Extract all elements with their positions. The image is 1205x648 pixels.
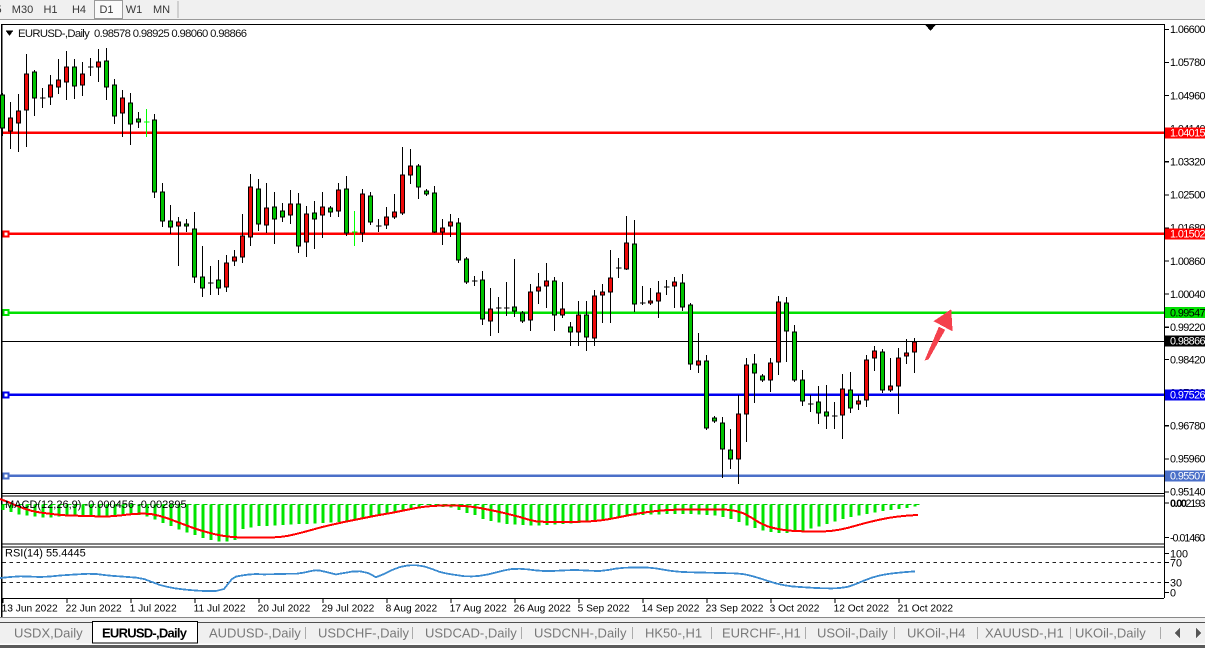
svg-text:23 Sep 2022: 23 Sep 2022 bbox=[706, 604, 764, 615]
svg-text:17 Aug 2022: 17 Aug 2022 bbox=[450, 604, 508, 615]
svg-text:100: 100 bbox=[1170, 549, 1188, 561]
svg-text:1.04015: 1.04015 bbox=[1170, 128, 1205, 140]
svg-text:1.04960: 1.04960 bbox=[1170, 90, 1205, 102]
svg-text:0.95507: 0.95507 bbox=[1170, 471, 1205, 483]
svg-text:0.98420: 0.98420 bbox=[1170, 354, 1205, 366]
svg-text:0.96780: 0.96780 bbox=[1170, 421, 1205, 433]
svg-text:1.01502: 1.01502 bbox=[1170, 229, 1205, 241]
svg-text:21 Oct 2022: 21 Oct 2022 bbox=[898, 604, 954, 615]
svg-text:70: 70 bbox=[1170, 558, 1182, 570]
svg-text:12 Oct 2022: 12 Oct 2022 bbox=[834, 604, 890, 615]
svg-text:1.06600: 1.06600 bbox=[1170, 24, 1205, 36]
svg-text:USDCHF-,Daily: USDCHF-,Daily bbox=[318, 626, 410, 641]
svg-text:USDCAD-,Daily: USDCAD-,Daily bbox=[425, 626, 517, 641]
svg-text:0.99547: 0.99547 bbox=[1170, 308, 1205, 320]
svg-text:D1: D1 bbox=[99, 4, 113, 16]
svg-text:RSI(14) 55.4445: RSI(14) 55.4445 bbox=[5, 548, 86, 560]
svg-text:AUDUSD-,Daily: AUDUSD-,Daily bbox=[209, 626, 301, 641]
svg-text:USDX,Daily: USDX,Daily bbox=[14, 626, 83, 641]
svg-text:1.05780: 1.05780 bbox=[1170, 57, 1205, 69]
svg-text:M30: M30 bbox=[12, 4, 33, 16]
svg-text:0.002193: 0.002193 bbox=[1170, 498, 1205, 510]
svg-text:UKOil-,H4: UKOil-,H4 bbox=[907, 626, 966, 641]
svg-text:MACD(12,26,9) -0.000456 -0.002: MACD(12,26,9) -0.000456 -0.002895 bbox=[5, 499, 187, 511]
svg-text:1 Jul 2022: 1 Jul 2022 bbox=[130, 604, 177, 615]
svg-text:-0.014608: -0.014608 bbox=[1170, 533, 1205, 545]
svg-text:W1: W1 bbox=[126, 4, 143, 16]
svg-text:0.95140: 0.95140 bbox=[1170, 487, 1205, 499]
svg-text:EURCHF-,H1: EURCHF-,H1 bbox=[722, 626, 801, 641]
svg-text:H1: H1 bbox=[43, 4, 57, 16]
svg-text:20 Jul 2022: 20 Jul 2022 bbox=[258, 604, 311, 615]
svg-text:UKOil-,Daily: UKOil-,Daily bbox=[1075, 626, 1146, 641]
svg-text:5: 5 bbox=[0, 4, 2, 16]
svg-text:0: 0 bbox=[1170, 588, 1176, 600]
svg-text:30: 30 bbox=[1170, 578, 1182, 590]
svg-text:1.00860: 1.00860 bbox=[1170, 256, 1205, 268]
svg-text:1.00040: 1.00040 bbox=[1170, 289, 1205, 301]
svg-text:0.95960: 0.95960 bbox=[1170, 454, 1205, 466]
svg-text:MN: MN bbox=[153, 4, 170, 16]
svg-text:USOil-,Daily: USOil-,Daily bbox=[817, 626, 888, 641]
svg-text:EURUSD-,Daily: EURUSD-,Daily bbox=[102, 626, 188, 641]
svg-text:1.03320: 1.03320 bbox=[1170, 157, 1205, 169]
svg-text:0.97526: 0.97526 bbox=[1170, 390, 1205, 402]
svg-text:0.98866: 0.98866 bbox=[1170, 336, 1205, 348]
svg-text:HK50-,H1: HK50-,H1 bbox=[645, 626, 702, 641]
svg-text:1.02500: 1.02500 bbox=[1170, 190, 1205, 202]
svg-text:26 Aug 2022: 26 Aug 2022 bbox=[514, 604, 572, 615]
svg-text:11 Jul 2022: 11 Jul 2022 bbox=[194, 604, 246, 615]
svg-text:5 Sep 2022: 5 Sep 2022 bbox=[578, 604, 630, 615]
svg-text:USDCNH-,Daily: USDCNH-,Daily bbox=[534, 626, 627, 641]
svg-text:XAUUSD-,H1: XAUUSD-,H1 bbox=[985, 626, 1064, 641]
svg-text:14 Sep 2022: 14 Sep 2022 bbox=[642, 604, 700, 615]
svg-text:0.99220: 0.99220 bbox=[1170, 322, 1205, 334]
svg-text:3 Oct 2022: 3 Oct 2022 bbox=[770, 604, 820, 615]
svg-text:29 Jul 2022: 29 Jul 2022 bbox=[322, 604, 375, 615]
svg-text:H4: H4 bbox=[72, 4, 86, 16]
svg-text:13 Jun 2022: 13 Jun 2022 bbox=[2, 604, 58, 615]
svg-text:EURUSD-,Daily 0.98578 0.98925: EURUSD-,Daily 0.98578 0.98925 0.98060 0.… bbox=[18, 28, 247, 40]
svg-text:22 Jun 2022: 22 Jun 2022 bbox=[66, 604, 122, 615]
svg-text:8 Aug 2022: 8 Aug 2022 bbox=[386, 604, 438, 615]
